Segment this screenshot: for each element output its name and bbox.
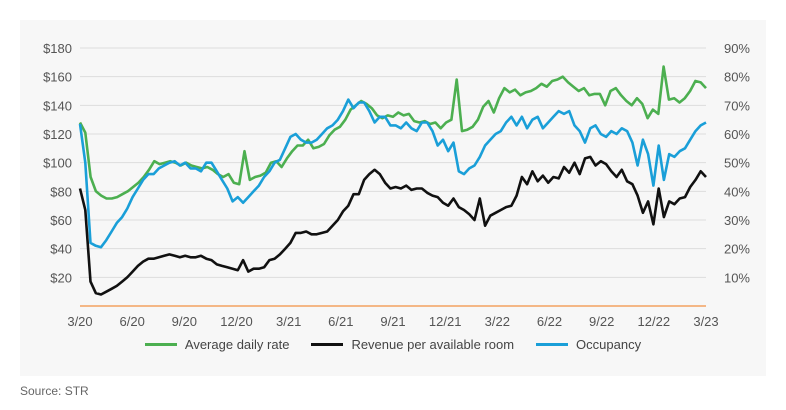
legend: Average daily rate Revenue per available… (0, 337, 786, 352)
series-lines (78, 65, 707, 296)
x-tick-label: 12/22 (638, 314, 671, 329)
left-tick-label: $180 (43, 41, 72, 56)
right-tick-label: 80% (724, 70, 750, 85)
right-tick-label: 30% (724, 213, 750, 228)
right-tick-label: 60% (724, 127, 750, 142)
x-tick-label: 3/23 (693, 314, 718, 329)
legend-item-revpar: Revenue per available room (311, 337, 514, 352)
legend-item-occupancy: Occupancy (536, 337, 641, 352)
x-tick-label: 6/22 (537, 314, 562, 329)
legend-item-adr: Average daily rate (144, 337, 290, 352)
left-tick-label: $80 (50, 184, 72, 199)
x-tick-label: 3/22 (485, 314, 510, 329)
left-tick-label: $160 (43, 70, 72, 85)
left-tick-label: $100 (43, 156, 72, 171)
x-tick-label: 12/21 (429, 314, 462, 329)
source-note: Source: STR (20, 384, 89, 398)
left-tick-label: $60 (50, 213, 72, 228)
right-tick-label: 40% (724, 184, 750, 199)
left-tick-label: $140 (43, 98, 72, 113)
x-tick-label: 9/21 (380, 314, 405, 329)
x-tick-label: 6/21 (328, 314, 353, 329)
chart-panel (20, 20, 766, 376)
left-tick-label: $20 (50, 270, 72, 285)
x-tick-label: 6/20 (120, 314, 145, 329)
right-tick-label: 90% (724, 41, 750, 56)
x-tick-label: 9/20 (172, 314, 197, 329)
x-axis-ticks: 3/20 6/20 9/20 12/20 3/21 6/21 9/21 12/21 3/22 6/… (67, 314, 718, 329)
revpar-swatch-icon (311, 343, 344, 346)
left-tick-label: $40 (50, 242, 72, 257)
legend-label-occupancy: Occupancy (576, 337, 642, 352)
x-tick-label: 3/20 (67, 314, 92, 329)
x-tick-label: 3/21 (276, 314, 301, 329)
legend-label-revpar: Revenue per available room (351, 337, 515, 352)
x-tick-label: 9/22 (589, 314, 614, 329)
gridlines (80, 47, 706, 278)
series-line (78, 98, 707, 249)
occupancy-swatch-icon (536, 343, 569, 346)
legend-label-adr: Average daily rate (184, 337, 290, 352)
right-axis-ticks: 10% 20% 30% 40% 50% 60% 70% 80% 90% (724, 41, 750, 285)
right-tick-label: 20% (724, 242, 750, 257)
adr-swatch-icon (144, 343, 177, 346)
left-tick-label: $120 (43, 127, 72, 142)
right-tick-label: 70% (724, 98, 750, 113)
x-tick-label: 12/20 (220, 314, 253, 329)
left-axis-ticks: $20 $40 $60 $80 $100 $120 $140 $160 $180 (43, 41, 72, 285)
right-tick-label: 50% (724, 156, 750, 171)
right-tick-label: 10% (724, 270, 750, 285)
series-line (78, 155, 707, 296)
